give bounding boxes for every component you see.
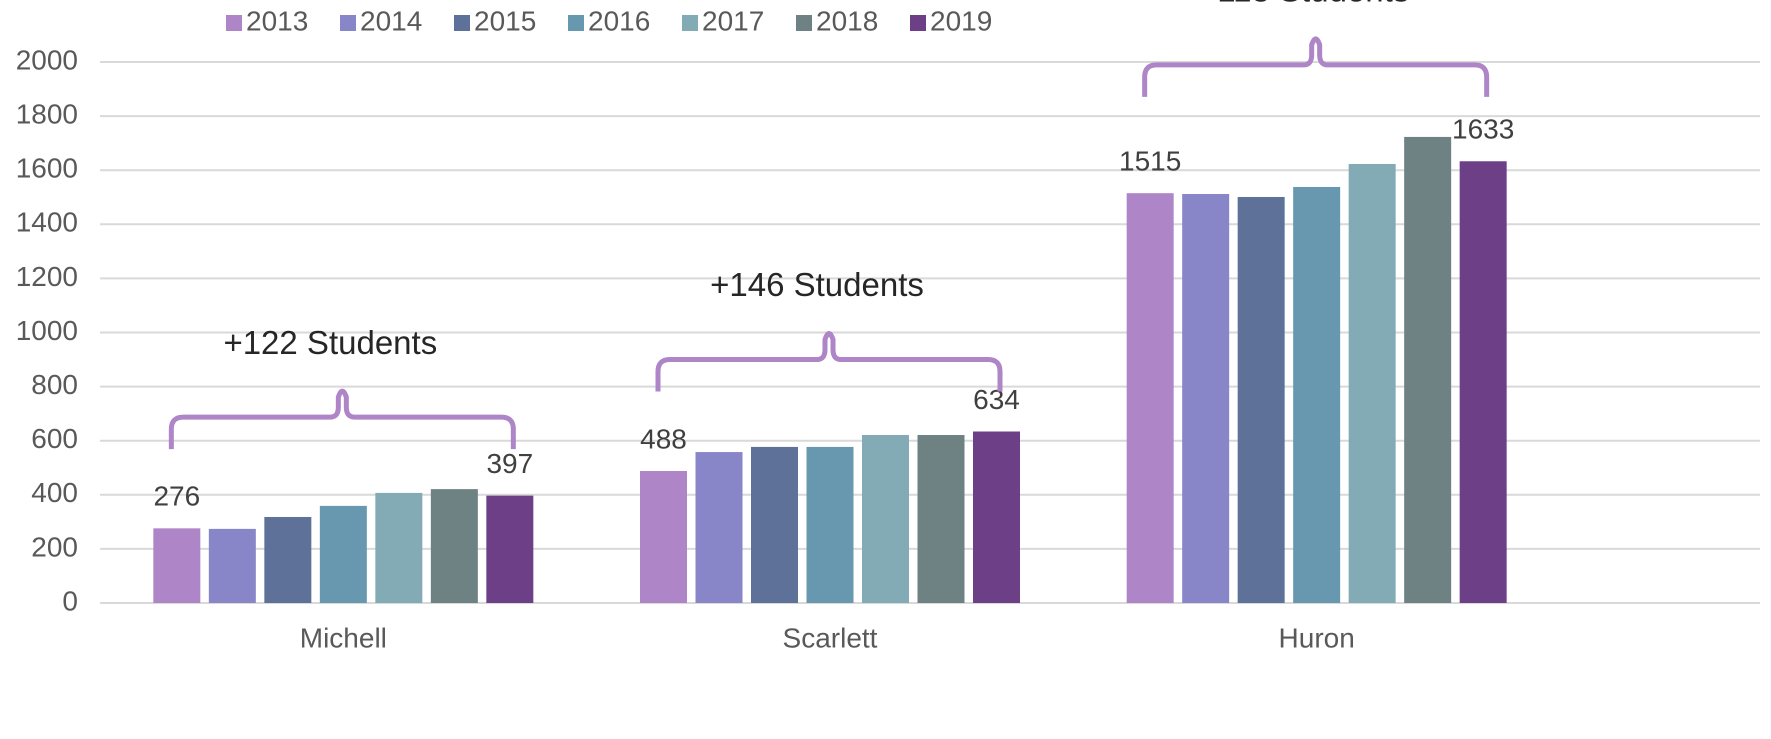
y-tick-label: 1000 [16,315,78,346]
y-tick-label: 400 [31,477,78,508]
bar [806,446,854,603]
y-tick-label: 200 [31,531,78,562]
bar [208,528,256,603]
bar [1126,193,1174,603]
legend-swatch [226,15,242,31]
legend-swatch [454,15,470,31]
annotation: +146 Students [710,266,924,303]
bar [1348,163,1396,603]
legend-label: 2014 [360,5,422,36]
bar [375,492,423,603]
legend-swatch [340,15,356,31]
legend-swatch [568,15,584,31]
bar [640,470,687,603]
x-tick-label: Scarlett [783,622,878,653]
data-label: 1515 [1119,146,1181,177]
bar [153,528,201,603]
legend-swatch [796,15,812,31]
legend-swatch [682,15,698,31]
legend-label: 2017 [702,5,764,36]
bar [430,489,478,603]
annotation: +118 Students [1198,0,1409,9]
brace [655,331,1003,392]
brace [1142,36,1490,97]
y-tick-label: 1200 [16,261,78,292]
bar [751,446,798,603]
data-label: 1633 [1452,114,1514,145]
legend-label: 2018 [816,5,878,36]
bar [973,431,1020,603]
bar [1459,161,1507,603]
bar [917,435,965,603]
legend-label: 2013 [246,5,308,36]
data-label: 634 [973,384,1020,415]
data-label: 276 [153,481,200,512]
brace [168,388,516,450]
y-tick-label: 0 [62,585,78,616]
data-label: 397 [486,448,533,479]
bar [862,435,909,603]
bar [319,505,367,603]
bar [264,516,312,603]
y-tick-label: 800 [31,369,78,400]
y-tick-label: 1800 [16,98,78,129]
bar [1182,194,1230,603]
legend-label: 2016 [588,5,650,36]
x-tick-label: Huron [1279,622,1355,653]
bar [1404,136,1452,603]
y-tick-label: 1400 [16,207,78,238]
y-tick-label: 2000 [16,44,78,75]
annotation: +122 Students [223,324,437,361]
bar [695,452,743,603]
legend-swatch [910,15,926,31]
bar [1293,186,1341,603]
y-tick-label: 1600 [16,153,78,184]
x-tick-label: Michell [300,622,387,653]
data-label: 488 [640,423,687,454]
bar [1237,196,1285,604]
bar [486,495,534,603]
y-tick-label: 600 [31,423,78,454]
legend-label: 2019 [930,5,992,36]
legend-label: 2015 [474,5,536,36]
